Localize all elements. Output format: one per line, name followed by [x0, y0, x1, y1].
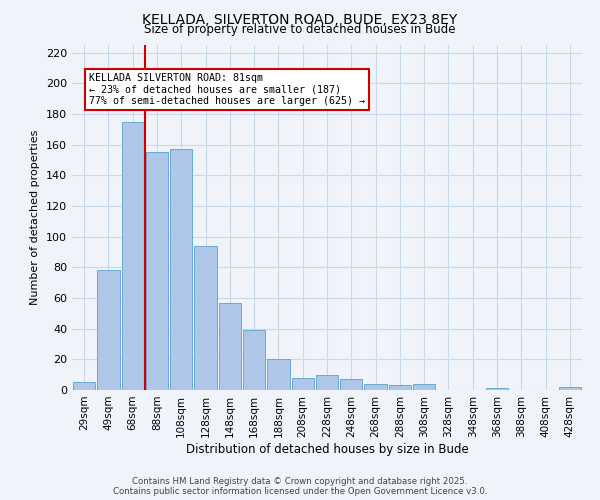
Bar — [267, 360, 290, 390]
Bar — [243, 330, 265, 390]
Bar — [559, 387, 581, 390]
Bar — [194, 246, 217, 390]
Text: Size of property relative to detached houses in Bude: Size of property relative to detached ho… — [144, 22, 456, 36]
Text: KELLADA, SILVERTON ROAD, BUDE, EX23 8EY: KELLADA, SILVERTON ROAD, BUDE, EX23 8EY — [142, 12, 458, 26]
Bar — [122, 122, 144, 390]
Bar — [292, 378, 314, 390]
Bar — [389, 386, 411, 390]
Bar — [170, 150, 193, 390]
Bar — [73, 382, 95, 390]
Bar — [364, 384, 387, 390]
Text: Contains HM Land Registry data © Crown copyright and database right 2025.
Contai: Contains HM Land Registry data © Crown c… — [113, 476, 487, 496]
Bar — [97, 270, 119, 390]
X-axis label: Distribution of detached houses by size in Bude: Distribution of detached houses by size … — [185, 442, 469, 456]
Bar — [486, 388, 508, 390]
Bar — [316, 374, 338, 390]
Bar — [218, 302, 241, 390]
Bar — [413, 384, 436, 390]
Bar — [146, 152, 168, 390]
Text: KELLADA SILVERTON ROAD: 81sqm
← 23% of detached houses are smaller (187)
77% of : KELLADA SILVERTON ROAD: 81sqm ← 23% of d… — [89, 72, 365, 106]
Bar — [340, 380, 362, 390]
Y-axis label: Number of detached properties: Number of detached properties — [31, 130, 40, 305]
